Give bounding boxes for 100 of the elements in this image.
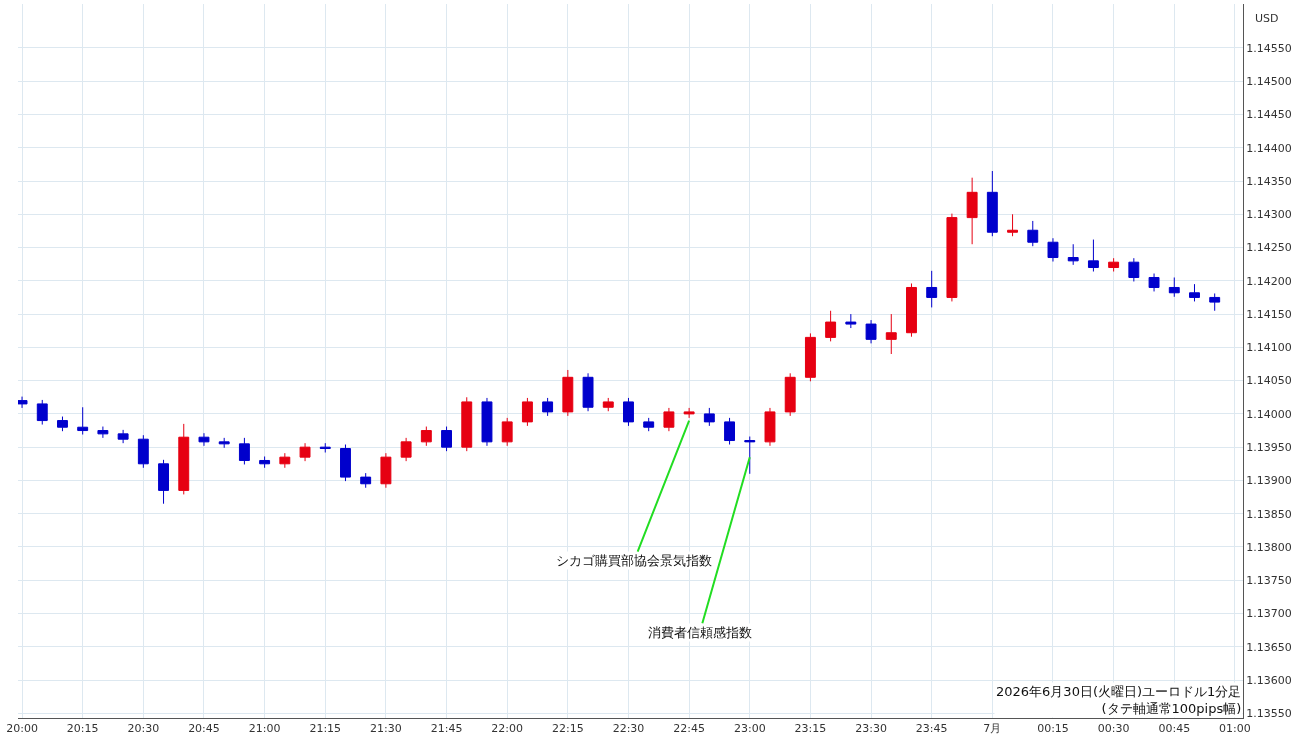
candlestick: [340, 444, 351, 482]
x-tick-label: 20:45: [188, 722, 220, 736]
y-tick-label: 1.13950: [1246, 441, 1292, 455]
candlestick: [57, 416, 68, 432]
x-tick-label: 22:30: [612, 722, 645, 736]
candlestick: [1168, 276, 1180, 298]
candlestick: [360, 472, 372, 489]
y-tick-label: 1.14250: [1246, 241, 1292, 255]
y-tick-label: 1.14300: [1246, 208, 1292, 222]
candlestick: [825, 310, 837, 342]
candlestick: [986, 170, 998, 237]
candlestick: [77, 406, 89, 436]
y-tick-label: 1.13550: [1246, 707, 1292, 721]
candlestick: [1189, 283, 1200, 302]
candlestick: [1128, 257, 1140, 282]
candlestick: [198, 432, 210, 447]
x-tick-label: 21:45: [430, 722, 463, 736]
candlestick: [845, 313, 857, 329]
y-tick-label: 1.13850: [1246, 507, 1292, 521]
candlestick: [885, 313, 897, 355]
x-tick-label: 22:15: [551, 722, 584, 736]
candlestick: [441, 426, 452, 452]
candlestick: [137, 434, 149, 469]
x-tick-label: 23:45: [915, 722, 948, 736]
y-tick-label: 1.14400: [1246, 141, 1292, 155]
candlestick: [1047, 237, 1059, 263]
candlestick: [946, 213, 958, 302]
candlestick: [966, 177, 978, 245]
candlestick: [1108, 257, 1120, 272]
x-tick-label: 21:00: [248, 722, 281, 736]
y-tick-label: 1.14350: [1246, 174, 1292, 188]
candlestick: [703, 407, 715, 427]
candlestick: [1007, 213, 1019, 237]
candlestick: [461, 396, 473, 452]
candlestick: [744, 436, 756, 475]
candlestick: [562, 369, 574, 417]
candlestick: [724, 417, 735, 446]
y-tick-label: 1.14000: [1246, 407, 1292, 421]
candlestick: [1148, 273, 1160, 292]
annotation: 消費者信頼感指数: [648, 625, 752, 640]
candlestick: [683, 407, 695, 419]
y-tick-label: 1.14150: [1246, 307, 1292, 321]
candlestick: [97, 426, 109, 439]
y-tick-label: 1.14050: [1246, 374, 1292, 388]
candlestick: [784, 372, 796, 417]
y-tick-label: 1.14500: [1246, 75, 1292, 89]
x-tick-label: 23:30: [855, 722, 887, 736]
candlestick: [1087, 239, 1099, 272]
candlestick: [501, 417, 513, 447]
x-tick-label: 23:15: [794, 722, 827, 736]
candlestick: [218, 437, 230, 449]
candlestick: [865, 319, 877, 344]
candlestick: [18, 396, 28, 409]
candlestick: [1209, 292, 1221, 312]
annotation: 2026年6月30日(火曜日)ユーロドル1分足 (タテ軸通常100pips幅): [996, 684, 1242, 716]
x-tick-label: 00:30: [1097, 722, 1130, 736]
x-tick-label: 21:30: [370, 722, 402, 736]
candlestick: [804, 332, 816, 382]
candlestick: [906, 282, 917, 338]
candlestick: [178, 423, 190, 495]
candlestick: [117, 429, 129, 444]
x-tick-label: 7月: [983, 722, 1002, 736]
x-tick-label: 20:30: [127, 722, 160, 736]
x-tick-label: 01:00: [1219, 722, 1251, 736]
x-tick-label: 23:00: [733, 722, 766, 736]
annotation: シカゴ購買部協会景気指数: [556, 553, 712, 568]
x-tick-label: 22:45: [673, 722, 705, 736]
y-tick-label: 1.14200: [1246, 274, 1292, 288]
candlestick: [158, 459, 169, 505]
candlestick: [582, 372, 594, 412]
y-tick-label: 1.14550: [1246, 41, 1292, 55]
x-tick-label: 22:00: [491, 722, 524, 736]
y-tick-label: 1.14450: [1246, 108, 1292, 122]
x-tick-label: 20:15: [66, 722, 99, 736]
candlestick: [481, 397, 493, 447]
candlestick: [663, 407, 675, 432]
candlestick: [1027, 220, 1039, 247]
x-tick-label: 00:45: [1158, 722, 1191, 736]
candlestick: [279, 452, 291, 469]
x-tick-label: 20:00: [6, 722, 38, 736]
y-tick-label: 1.13750: [1246, 574, 1292, 588]
candlestick: [764, 407, 776, 447]
y-tick-label: 1.13800: [1246, 540, 1292, 554]
candlestick: [259, 455, 271, 469]
candlestick: [36, 399, 48, 426]
candlestick: [542, 397, 554, 417]
candlestick: [926, 270, 938, 308]
y-tick-label: 1.13650: [1246, 640, 1292, 654]
candlestick: [623, 397, 634, 427]
candlestick: [1067, 243, 1079, 266]
candlestick: [521, 397, 533, 427]
x-tick-label: 21:15: [309, 722, 342, 736]
candlestick: [602, 397, 614, 412]
candlestick: [420, 426, 432, 447]
candlestick: [643, 417, 655, 432]
y-tick-label: 1.13900: [1246, 474, 1292, 488]
candlestick: [400, 437, 412, 462]
y-axis-title: USD: [1255, 12, 1279, 25]
x-tick-label: 00:15: [1037, 722, 1069, 736]
y-tick-label: 1.14100: [1246, 341, 1292, 355]
